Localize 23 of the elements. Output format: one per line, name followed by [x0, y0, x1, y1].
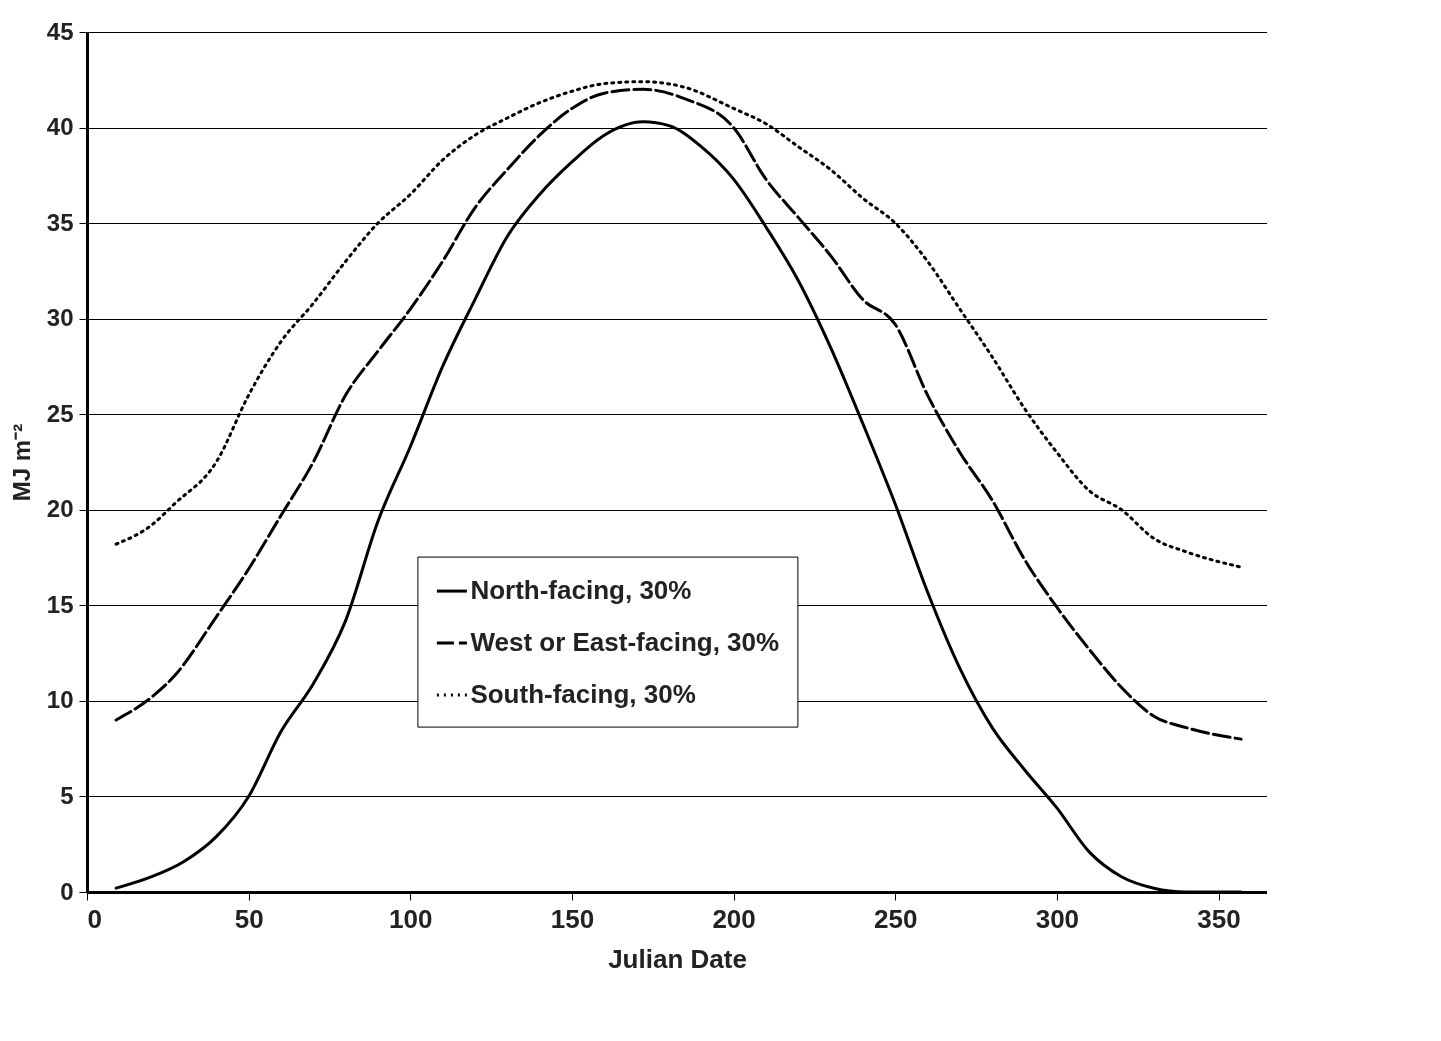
x-tick-label: 50 — [234, 903, 264, 934]
y-tick-label: 5 — [60, 781, 74, 809]
x-tick-label: 300 — [1035, 903, 1080, 934]
x-axis-title: Julian Date — [608, 943, 747, 974]
x-tick-label: 200 — [712, 903, 756, 934]
y-tick-label: 30 — [46, 304, 74, 332]
x-tick-label: 250 — [874, 903, 918, 934]
y-tick-label: 35 — [46, 208, 74, 236]
y-axis-title: MJ m⁻² — [7, 423, 35, 502]
legend-label: South-facing, 30% — [470, 679, 696, 710]
y-tick-label: 10 — [46, 686, 74, 714]
x-tick-label: 350 — [1197, 903, 1241, 934]
x-tick-label: 0 — [87, 903, 102, 934]
x-tick-label: 150 — [550, 903, 595, 934]
y-tick-label: 15 — [46, 590, 74, 618]
y-tick-label: 0 — [60, 877, 74, 905]
x-tick-label: 100 — [389, 903, 433, 934]
y-tick-label: 25 — [46, 399, 74, 427]
y-tick-label: 45 — [46, 17, 74, 45]
y-tick-label: 20 — [46, 495, 74, 523]
legend-label: West or East-facing, 30% — [470, 627, 780, 658]
legend-label: North-facing, 30% — [470, 575, 692, 606]
y-tick-label: 40 — [46, 113, 74, 141]
